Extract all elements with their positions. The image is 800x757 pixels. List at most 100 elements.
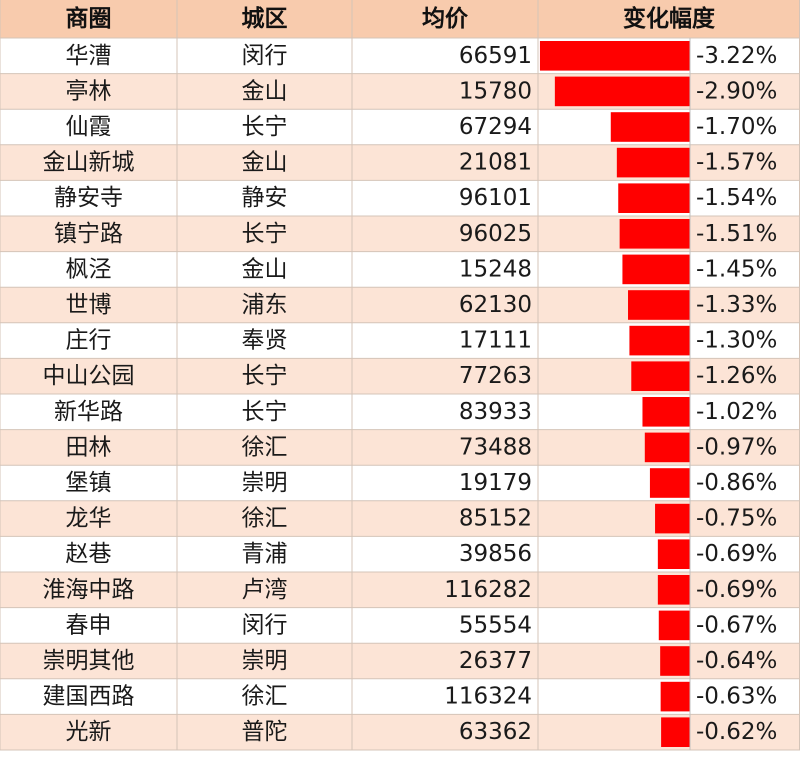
- header-cell: 均价: [422, 5, 469, 32]
- change-cell: -1.02%: [696, 399, 777, 425]
- change-bar: [616, 147, 690, 178]
- change-bar: [619, 219, 690, 249]
- change-cell: -1.33%: [696, 292, 777, 318]
- change-bar: [657, 539, 690, 569]
- price-cell: 62130: [459, 292, 532, 318]
- area-cell: 堡镇: [66, 470, 112, 496]
- change-bar: [658, 610, 690, 641]
- change-bar: [628, 290, 690, 320]
- change-bar: [539, 41, 690, 71]
- change-cell: -0.75%: [696, 506, 777, 532]
- change-cell: -0.86%: [696, 470, 777, 496]
- change-bar: [631, 361, 690, 391]
- district-cell: 长宁: [242, 114, 288, 140]
- change-bar: [644, 432, 690, 463]
- price-cell: 26377: [459, 648, 532, 674]
- area-cell: 庄行: [66, 328, 112, 354]
- area-cell: 金山新城: [43, 150, 135, 176]
- change-cell: -0.69%: [696, 541, 777, 567]
- district-cell: 浦东: [242, 292, 288, 318]
- district-cell: 闵行: [242, 43, 288, 69]
- area-cell: 田林: [66, 434, 112, 460]
- price-cell: 19179: [459, 470, 532, 496]
- district-cell: 崇明: [242, 470, 288, 496]
- district-cell: 崇明: [242, 648, 288, 674]
- change-bar: [618, 183, 690, 213]
- area-cell: 华漕: [66, 43, 112, 69]
- district-cell: 徐汇: [242, 684, 288, 710]
- price-cell: 77263: [459, 363, 532, 389]
- area-cell: 世博: [66, 292, 112, 318]
- change-cell: -1.30%: [696, 328, 777, 354]
- change-cell: -1.51%: [696, 221, 777, 247]
- area-cell: 镇宁路: [54, 221, 123, 247]
- change-cell: -1.54%: [696, 185, 777, 211]
- district-cell: 金山: [242, 78, 288, 104]
- price-cell: 15780: [459, 78, 532, 104]
- district-cell: 长宁: [242, 363, 288, 389]
- change-bar: [554, 76, 690, 107]
- price-cell: 96101: [459, 185, 532, 211]
- price-cell: 55554: [459, 612, 532, 638]
- district-cell: 徐汇: [242, 506, 288, 532]
- area-cell: 淮海中路: [43, 577, 135, 603]
- price-cell: 39856: [459, 541, 532, 567]
- header-bg: [0, 0, 800, 38]
- district-cell: 普陀: [242, 719, 288, 745]
- change-cell: -1.70%: [696, 114, 777, 140]
- district-cell: 奉贤: [242, 328, 288, 354]
- district-cell: 长宁: [242, 399, 288, 425]
- price-cell: 15248: [459, 256, 532, 282]
- change-cell: -2.90%: [696, 78, 777, 104]
- change-bar: [649, 468, 690, 498]
- area-cell: 枫泾: [66, 256, 112, 282]
- price-cell: 67294: [459, 114, 532, 140]
- district-cell: 徐汇: [242, 434, 288, 460]
- change-cell: -0.67%: [696, 612, 777, 638]
- change-bar: [622, 254, 690, 285]
- area-cell: 静安寺: [54, 185, 123, 211]
- change-cell: -0.97%: [696, 434, 777, 460]
- change-bar: [655, 503, 690, 534]
- price-cell: 83933: [459, 399, 532, 425]
- price-cell: 66591: [459, 43, 532, 69]
- header-cell: 城区: [242, 5, 288, 32]
- change-cell: -0.62%: [696, 719, 777, 745]
- change-cell: -0.69%: [696, 577, 777, 603]
- area-cell: 春申: [66, 612, 112, 638]
- price-cell: 96025: [459, 221, 532, 247]
- price-cell: 63362: [459, 719, 532, 745]
- change-bar: [610, 112, 690, 142]
- price-cell: 17111: [459, 328, 532, 354]
- price-cell: 73488: [459, 434, 532, 460]
- change-cell: -0.64%: [696, 648, 777, 674]
- area-cell: 新华路: [54, 399, 123, 425]
- change-bar: [657, 575, 690, 605]
- district-cell: 静安: [242, 185, 288, 211]
- header-cell: 变化幅度: [623, 5, 716, 32]
- area-cell: 赵巷: [66, 541, 112, 567]
- area-cell: 光新: [66, 719, 112, 745]
- change-bar: [629, 325, 690, 356]
- area-cell: 亭林: [66, 78, 112, 104]
- price-cell: 21081: [459, 150, 532, 176]
- district-cell: 长宁: [242, 221, 288, 247]
- price-cell: 116324: [444, 684, 532, 710]
- district-cell: 金山: [242, 256, 288, 282]
- price-cell: 116282: [444, 577, 532, 603]
- area-cell: 中山公园: [43, 363, 135, 389]
- area-cell: 龙华: [66, 506, 112, 532]
- change-bar: [660, 681, 690, 712]
- change-bar: [661, 717, 690, 747]
- header-cell: 商圈: [66, 5, 112, 32]
- district-cell: 金山: [242, 150, 288, 176]
- change-cell: -1.26%: [696, 363, 777, 389]
- area-cell: 崇明其他: [43, 648, 135, 674]
- change-cell: -3.22%: [696, 43, 777, 69]
- district-cell: 闵行: [242, 612, 288, 638]
- area-cell: 仙霞: [66, 114, 112, 140]
- area-cell: 建国西路: [43, 684, 135, 710]
- change-cell: -0.63%: [696, 684, 777, 710]
- district-cell: 青浦: [242, 541, 288, 567]
